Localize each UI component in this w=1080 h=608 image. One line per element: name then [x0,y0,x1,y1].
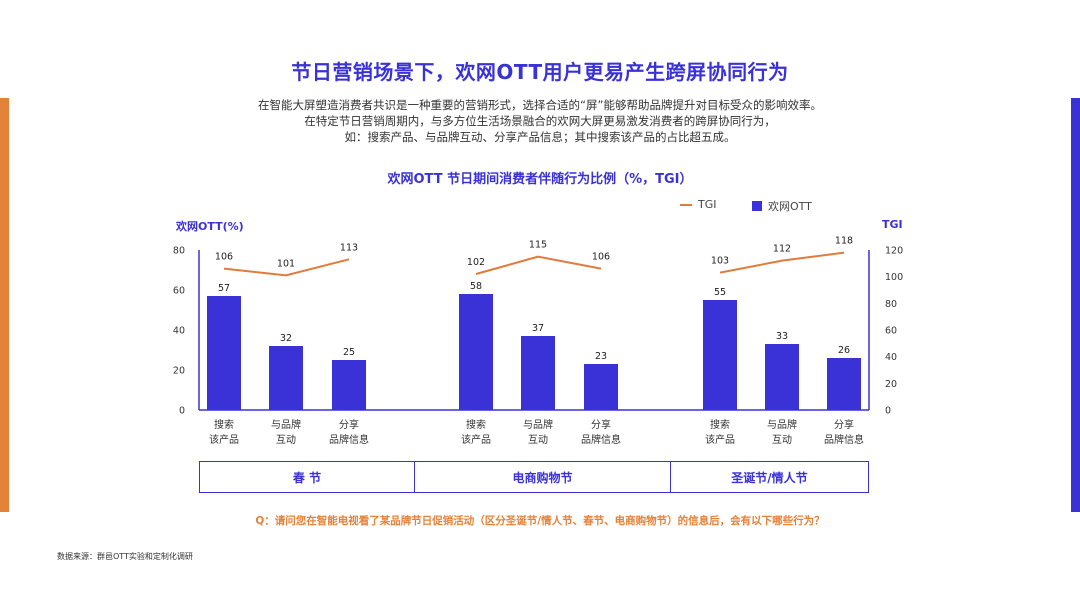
y-tick-label-right: 100 [885,272,903,283]
bar [332,360,366,410]
right-accent-bar [1071,98,1080,512]
tgi-value-label: 102 [467,257,485,268]
survey-question: Q：请问您在智能电视看了某品牌节日促销活动（区分圣诞节/情人节、春节、电商购物节… [255,515,825,527]
legend-item-tgi: TGI [680,198,717,211]
tgi-line [719,251,845,274]
y-tick-label-left: 80 [173,246,185,257]
legend-item-ott: 欢网OTT [752,198,812,214]
y-tick-label-right: 0 [885,406,891,417]
left-accent-bar [0,98,9,512]
x-tick-label: 互动 [772,434,792,446]
page-title: 节日营销场景下，欢网OTT用户更易产生跨屏协同行为 [291,60,789,84]
x-tick-label: 与品牌 [767,418,797,431]
bar-value-label: 33 [776,331,788,342]
bar-value-label: 55 [714,287,726,298]
bar-value-label: 57 [218,283,230,294]
bar [765,344,799,410]
data-source-note: 数据来源：群邑OTT实验和定制化调研 [57,552,193,561]
tgi-value-label: 106 [215,252,233,263]
description-line-1: 在智能大屏塑造消费者共识是一种重要的营销形式，选择合适的“屏”能够帮助品牌提升对… [258,98,822,112]
y-tick-label-left: 0 [179,406,185,417]
bar-value-label: 26 [838,345,850,356]
x-tick-label: 分享 [339,418,359,431]
tgi-value-label: 113 [340,242,358,253]
x-tick-label: 该产品 [209,433,239,446]
tgi-value-label: 118 [835,236,853,247]
tgi-value-label: 103 [711,256,729,267]
bar [207,296,241,410]
chart-canvas: 0 20 40 60 80 0 20 40 60 80 100 120 57 搜索该产品 32 与品牌互动 25… [173,236,903,446]
bar-value-label: 25 [343,347,355,358]
legend-bar-swatch [752,201,762,211]
x-tick-label: 搜索 [466,418,486,431]
bar [827,358,861,410]
tgi-value-label: 101 [277,258,295,269]
x-tick-label: 品牌信息 [824,433,864,446]
y-tick-label-left: 60 [173,286,185,297]
tgi-value-label: 106 [592,252,610,263]
bar-value-label: 23 [595,351,607,362]
group-label-table: 春 节 电商购物节 圣诞节/情人节 [199,461,869,493]
chart-title: 欢网OTT 节日期间消费者伴随行为比例（%，TGI） [387,172,693,187]
y-axis-title-left: 欢网OTT(%) [176,220,244,233]
bar-value-label: 58 [470,281,482,292]
x-tick-label: 互动 [528,434,548,446]
x-tick-label: 该产品 [705,433,735,446]
description-line-3: 如：搜索产品、与品牌互动、分享产品信息；其中搜索该产品的占比超五成。 [344,130,736,144]
bar [459,294,493,410]
tgi-line [223,258,350,277]
y-tick-label-right: 20 [885,379,897,390]
bar [703,300,737,410]
group-cell-spring-festival: 春 节 [200,462,415,492]
y-tick-label-right: 120 [885,246,903,257]
x-tick-label: 分享 [834,418,854,431]
x-tick-label: 与品牌 [523,418,553,431]
bar [584,364,618,410]
description: 在智能大屏塑造消费者共识是一种重要的营销形式，选择合适的“屏”能够帮助品牌提升对… [0,97,1080,145]
x-tick-label: 品牌信息 [581,433,621,446]
group-cell-ecommerce-festival: 电商购物节 [415,462,671,492]
legend-line-swatch [680,203,692,206]
tgi-value-label: 112 [773,244,791,255]
tgi-value-label: 115 [529,240,547,251]
x-tick-label: 品牌信息 [329,433,369,446]
tgi-line [475,255,602,275]
bar-value-label: 37 [532,323,544,334]
legend-label-tgi: TGI [698,198,717,211]
y-tick-label-left: 40 [173,326,185,337]
x-tick-label: 与品牌 [271,418,301,431]
description-line-2: 在特定节日营销周期内，与多方位生活场景融合的欢网大屏更易激发消费者的跨屏协同行为… [304,114,776,128]
x-tick-label: 搜索 [214,418,234,431]
x-tick-label: 互动 [276,434,296,446]
y-tick-label-right: 40 [885,352,897,363]
x-tick-label: 该产品 [461,433,491,446]
bar [521,336,555,410]
y-axis-title-right: TGI [882,218,903,231]
group-cell-christmas-valentine: 圣诞节/情人节 [731,470,808,485]
bar-value-label: 32 [280,333,292,344]
y-tick-label-right: 60 [885,326,897,337]
legend-label-ott: 欢网OTT [768,200,812,213]
y-tick-label-left: 20 [173,366,185,377]
x-tick-label: 搜索 [710,418,730,431]
y-tick-label-right: 80 [885,299,897,310]
bar [269,346,303,410]
x-tick-label: 分享 [591,418,611,431]
